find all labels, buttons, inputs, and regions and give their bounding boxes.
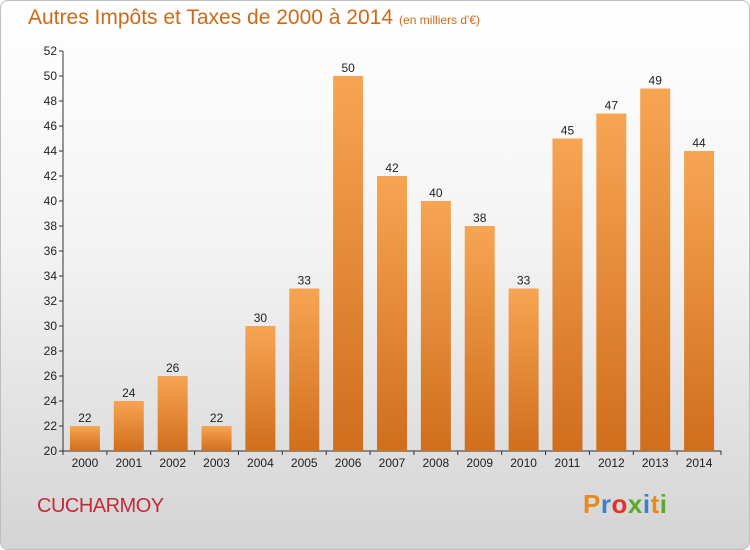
x-tick-label: 2014 (686, 456, 713, 470)
bar-2009 (464, 226, 495, 451)
bar-2006 (333, 76, 364, 451)
y-tick-label: 40 (44, 194, 58, 208)
y-tick-label: 48 (44, 94, 58, 108)
data-label-2001: 24 (122, 386, 136, 400)
brand-letter: P (583, 489, 601, 519)
y-tick-label: 44 (44, 144, 58, 158)
bar-2014 (684, 151, 715, 451)
x-tick-label: 2001 (115, 456, 142, 470)
y-tick-label: 50 (44, 69, 58, 83)
x-tick-label: 2004 (247, 456, 274, 470)
data-label-2004: 30 (254, 311, 268, 325)
data-label-2008: 40 (429, 186, 443, 200)
x-tick-label: 2002 (159, 456, 186, 470)
data-label-2014: 44 (692, 136, 706, 150)
y-tick-label: 52 (44, 44, 58, 58)
chart-title-text: Autres Impôts et Taxes de 2000 à 2014 (28, 6, 394, 29)
brand-letter: i (659, 489, 668, 519)
x-tick-label: 2007 (379, 456, 406, 470)
bar-2005 (289, 288, 320, 451)
y-tick-label: 38 (44, 219, 58, 233)
x-tick-label: 2012 (598, 456, 625, 470)
bar-2007 (377, 176, 407, 451)
y-tick-label: 46 (44, 119, 58, 133)
y-tick-label: 42 (44, 169, 58, 183)
bar-2001 (113, 401, 144, 451)
x-tick-label: 2011 (555, 456, 581, 470)
data-label-2005: 33 (298, 274, 312, 288)
y-tick-label: 24 (44, 394, 58, 408)
data-label-2012: 47 (605, 99, 619, 113)
x-tick-label: 2013 (642, 456, 669, 470)
data-label-2009: 38 (473, 211, 487, 225)
x-tick-label: 2006 (335, 456, 362, 470)
commune-name: CUCHARMOY (37, 495, 164, 517)
y-tick-label: 26 (44, 369, 58, 383)
data-labels: 22 24 26 22 30 33 50 42 40 38 33 45 47 49 44 (78, 61, 706, 425)
brand-logo: Proxiti (583, 489, 667, 520)
brand-letter: x (627, 489, 643, 519)
bar-2011 (552, 138, 583, 451)
data-label-2002: 26 (166, 361, 180, 375)
y-tick-label: 20 (44, 444, 58, 458)
brand-letter: t (650, 489, 660, 519)
brand-letter: i (642, 489, 651, 519)
bar-2002 (157, 376, 188, 451)
brand-letter: r (600, 489, 612, 519)
x-tick-label: 2000 (72, 456, 99, 470)
bars (69, 76, 715, 451)
y-tick-label: 34 (44, 269, 58, 283)
y-tick-label: 28 (44, 344, 58, 358)
bar-2003 (201, 426, 232, 451)
bar-2008 (420, 201, 451, 451)
y-axis: 20 22 24 26 28 30 32 34 36 38 40 42 44 46 48 50 52 (44, 44, 64, 458)
y-tick-label: 30 (44, 319, 58, 333)
x-tick-label: 2003 (203, 456, 230, 470)
data-label-2007: 42 (385, 161, 399, 175)
bar-2010 (508, 288, 539, 451)
bar-2012 (596, 113, 627, 451)
data-label-2003: 22 (210, 411, 224, 425)
x-tick-label: 2009 (466, 456, 493, 470)
data-label-2011: 45 (561, 124, 575, 138)
chart-unit: (en milliers d'€) (399, 13, 481, 27)
bar-2013 (640, 88, 671, 451)
y-tick-label: 22 (44, 419, 58, 433)
data-label-2010: 33 (517, 274, 531, 288)
bar-2000 (69, 426, 100, 451)
bar-2004 (245, 326, 276, 451)
x-tick-label: 2008 (423, 456, 450, 470)
chart-title: Autres Impôts et Taxes de 2000 à 2014 (en… (28, 6, 480, 30)
y-tick-label: 32 (44, 294, 58, 308)
x-tick-label: 2005 (291, 456, 318, 470)
data-label-2000: 22 (78, 411, 92, 425)
y-tick-label: 36 (44, 244, 58, 258)
brand-letter: o (611, 489, 628, 519)
x-axis: 2000 2001 2002 2003 2004 2005 2006 2007 2008 2009… (62, 450, 722, 470)
data-label-2006: 50 (341, 61, 355, 75)
data-label-2013: 49 (649, 74, 663, 88)
x-tick-label: 2010 (510, 456, 537, 470)
